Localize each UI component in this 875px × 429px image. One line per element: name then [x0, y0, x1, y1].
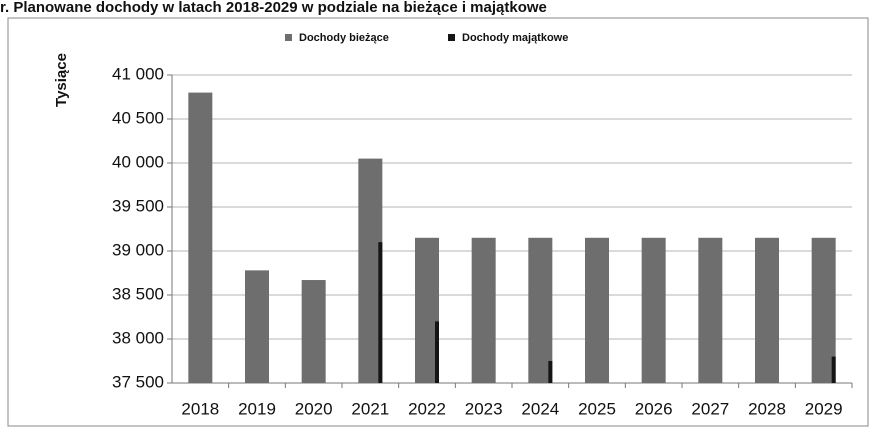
y-tick-label: 38 000 [112, 328, 164, 347]
bar [528, 237, 553, 383]
bar [755, 237, 779, 383]
bar [641, 237, 666, 383]
bar [698, 237, 723, 383]
x-tick-label: 2020 [295, 399, 333, 418]
bar [471, 237, 496, 383]
legend-label: Dochody majątkowe [462, 32, 568, 44]
legend-marker [285, 34, 292, 41]
x-tick-label: 2018 [181, 399, 219, 418]
chart-title: r. Planowane dochody w latach 2018-2029 … [0, 0, 547, 16]
bar [301, 280, 326, 383]
y-tick-label: 38 500 [112, 284, 164, 303]
bar [585, 237, 609, 383]
legend-label: Dochody bieżące [299, 32, 389, 44]
x-tick-label: 2024 [521, 399, 559, 418]
bar [548, 361, 553, 383]
y-tick-label: 37 500 [112, 372, 164, 391]
bar [435, 321, 439, 383]
y-axis-label: Tysiące [53, 53, 70, 107]
x-tick-label: 2022 [408, 399, 446, 418]
bar [378, 242, 383, 383]
y-tick-label: 40 500 [112, 108, 164, 127]
bar [831, 356, 836, 383]
y-tick-label: 41 000 [112, 64, 164, 83]
y-tick-label: 39 000 [112, 240, 164, 259]
x-tick-label: 2023 [465, 399, 503, 418]
x-tick-label: 2019 [238, 399, 276, 418]
x-tick-label: 2029 [805, 399, 843, 418]
bar [188, 92, 213, 383]
x-tick-label: 2021 [351, 399, 389, 418]
x-tick-label: 2025 [578, 399, 616, 418]
legend-marker [448, 34, 455, 41]
x-tick-label: 2028 [748, 399, 786, 418]
y-tick-label: 40 000 [112, 152, 164, 171]
x-tick-label: 2027 [691, 399, 729, 418]
x-tick-label: 2026 [635, 399, 673, 418]
y-tick-label: 39 500 [112, 196, 164, 215]
bar [245, 270, 269, 383]
